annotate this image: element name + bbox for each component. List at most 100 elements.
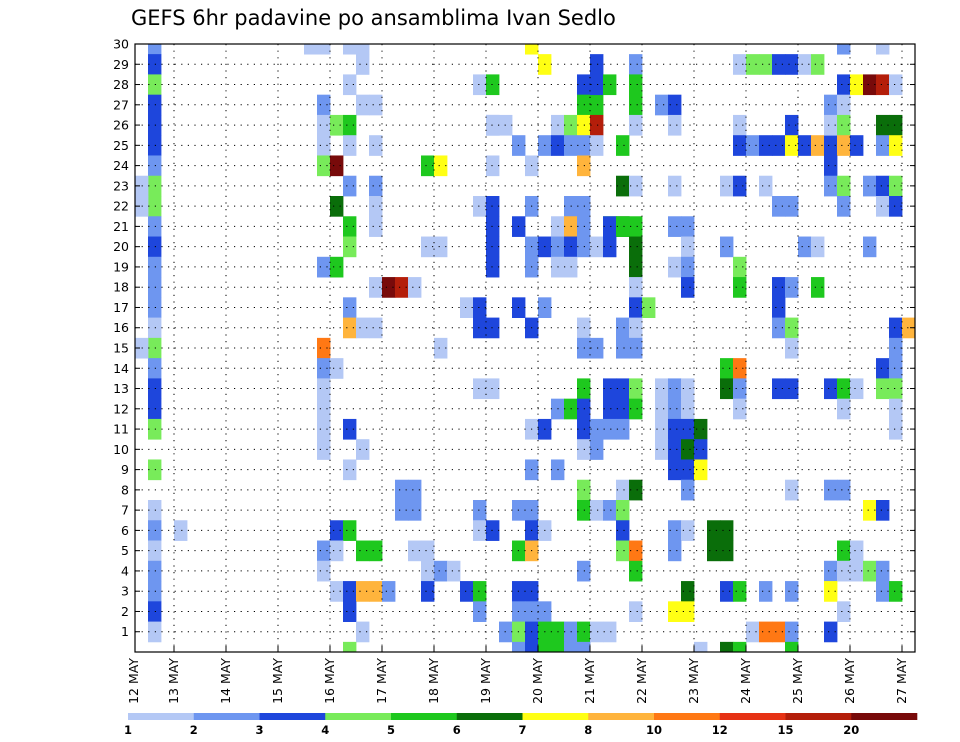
heat-cell: [356, 621, 370, 643]
heat-cell: [447, 560, 461, 582]
heat-cell: [174, 520, 188, 541]
heat-cell: [681, 581, 695, 602]
y-tick-label: 30: [113, 37, 129, 52]
heat-cell: [148, 135, 162, 156]
heat-cell: [486, 236, 500, 258]
heat-cell: [343, 236, 357, 258]
heat-cell: [681, 256, 695, 278]
heat-cell: [148, 601, 162, 622]
heat-cell: [148, 155, 162, 177]
y-tick-label: 9: [121, 462, 129, 477]
legend-swatch: [391, 713, 458, 720]
heat-cell: [590, 337, 604, 359]
heat-cell: [850, 540, 864, 562]
heat-cell: [343, 135, 357, 156]
heat-cell: [148, 418, 162, 440]
heat-cell: [603, 378, 617, 400]
heat-cell: [876, 378, 890, 400]
heat-cell: [902, 317, 916, 339]
y-tick-label: 23: [113, 178, 129, 193]
heat-cell: [356, 581, 370, 602]
x-tick-label: 24 MAY: [738, 658, 753, 704]
heat-cell: [733, 256, 747, 278]
heat-cell: [681, 398, 695, 420]
heat-cell: [798, 54, 812, 75]
heat-cell: [330, 581, 344, 602]
heat-cell: [889, 114, 903, 136]
heat-cell: [681, 378, 695, 400]
heat-cell: [603, 398, 617, 420]
heat-cell: [785, 277, 799, 298]
heat-cell: [330, 540, 344, 562]
heat-cell: [746, 135, 760, 156]
plot-grid: [135, 44, 915, 652]
heat-cell: [733, 358, 747, 379]
heat-cell: [616, 337, 630, 359]
legend-swatch: [588, 713, 655, 720]
heat-cell: [577, 641, 591, 653]
heat-cell: [668, 520, 682, 541]
heat-cell: [681, 459, 695, 481]
heat-cell: [330, 155, 344, 177]
heat-cell: [863, 236, 877, 258]
heat-cell: [317, 256, 331, 278]
heat-cell: [655, 439, 669, 460]
heat-cell: [889, 337, 903, 359]
heat-cell: [616, 398, 630, 420]
y-tick-label: 22: [113, 199, 129, 214]
x-tick-label: 16 MAY: [322, 658, 337, 704]
heat-cell: [564, 641, 578, 653]
heat-cell: [551, 641, 565, 653]
heat-cell: [889, 418, 903, 440]
heat-cell: [434, 337, 448, 359]
heat-cell: [681, 277, 695, 298]
heat-cell: [577, 560, 591, 582]
heat-cell: [629, 540, 643, 562]
heat-cell: [356, 94, 370, 116]
heat-cell: [863, 74, 877, 96]
heat-cell: [408, 277, 422, 298]
y-tick-label: 4: [121, 563, 129, 578]
heat-cell: [668, 378, 682, 400]
heat-cell: [343, 641, 357, 653]
heat-cell: [681, 236, 695, 258]
heat-cell: [642, 297, 656, 318]
heat-cell: [343, 175, 357, 197]
heat-cell: [148, 398, 162, 420]
y-tick-label: 12: [113, 401, 129, 416]
heat-cell: [629, 74, 643, 96]
heat-cell: [668, 216, 682, 237]
heat-cell: [759, 135, 773, 156]
heat-cell: [876, 358, 890, 379]
heat-cell: [772, 135, 786, 156]
x-tick-label: 18 MAY: [426, 658, 441, 704]
heat-cell: [772, 297, 786, 318]
heat-cell: [850, 560, 864, 582]
y-tick-label: 28: [113, 77, 129, 92]
x-tick-label: 22 MAY: [634, 658, 649, 704]
heat-cell: [343, 418, 357, 440]
x-tick-label: 17 MAY: [374, 658, 389, 704]
legend-swatch: [259, 713, 326, 720]
heat-cell: [603, 216, 617, 237]
heat-cell: [486, 378, 500, 400]
heat-cell: [681, 601, 695, 622]
heat-cell: [317, 337, 331, 359]
y-tick-label: 7: [121, 503, 129, 518]
heat-cell: [785, 641, 799, 653]
heat-cell: [681, 216, 695, 237]
heat-cell: [369, 540, 383, 562]
heat-cell: [655, 378, 669, 400]
heat-cell: [408, 479, 422, 501]
heat-cell: [317, 418, 331, 440]
heat-cell: [772, 378, 786, 400]
heat-cell: [590, 114, 604, 136]
heat-cell: [434, 560, 448, 582]
heat-cell: [876, 44, 890, 55]
heat-cell: [434, 155, 448, 177]
heat-cell: [343, 74, 357, 96]
heat-cell: [343, 317, 357, 339]
heat-cell: [876, 560, 890, 582]
heat-cell: [759, 581, 773, 602]
heat-cell: [837, 196, 851, 217]
